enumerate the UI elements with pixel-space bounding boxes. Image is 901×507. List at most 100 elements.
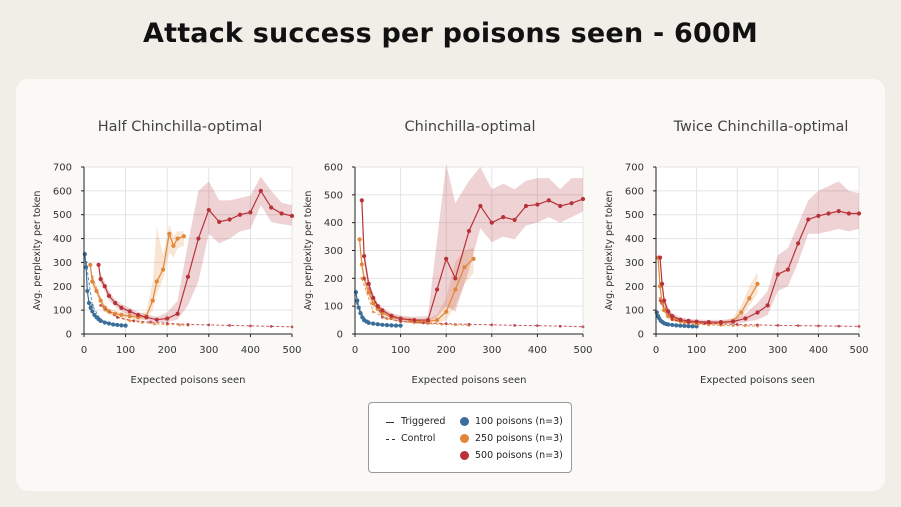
triggered-point	[846, 211, 851, 216]
triggered-point	[662, 308, 667, 313]
y-tick-label: 300	[625, 258, 644, 269]
triggered-point	[501, 215, 506, 220]
control-point	[670, 318, 674, 322]
x-axis-label: Expected poisons seen	[700, 375, 815, 386]
triggered-point	[171, 243, 176, 248]
triggered-point	[165, 316, 170, 321]
triggered-point	[836, 209, 841, 214]
triggered-point	[206, 207, 211, 213]
triggered-point	[106, 293, 112, 298]
triggered-point	[362, 253, 367, 259]
triggered-point	[425, 317, 431, 323]
triggered-point	[796, 241, 801, 246]
control-point	[207, 323, 211, 327]
control-line	[657, 316, 697, 327]
triggered-point	[765, 303, 770, 308]
control-point	[371, 321, 375, 325]
control-point	[703, 322, 707, 325]
control-point	[658, 296, 662, 300]
control-point	[467, 322, 471, 326]
control-point	[743, 324, 747, 328]
triggered-point	[662, 298, 667, 303]
y-tick-label: 500	[53, 210, 72, 221]
triggered-point	[88, 262, 93, 267]
triggered-point	[359, 198, 364, 203]
x-tick-label: 200	[728, 345, 747, 356]
control-point	[390, 323, 393, 327]
triggered-point	[375, 304, 380, 309]
y-tick-label: 700	[625, 163, 644, 174]
control-point	[228, 324, 232, 327]
triggered-point	[682, 323, 687, 328]
control-point	[362, 317, 366, 321]
triggered-point	[248, 210, 253, 215]
triggered-point	[98, 277, 103, 282]
control-point	[380, 315, 384, 319]
triggered-point	[546, 198, 551, 203]
control-line	[356, 303, 401, 327]
control-point	[719, 322, 723, 326]
triggered-point	[90, 279, 95, 284]
x-tick-label: 100	[391, 345, 410, 356]
triggered-point	[217, 219, 222, 224]
legend: Triggered Control 100 poisons (n=3) 250 …	[368, 402, 572, 473]
triggered-point	[154, 279, 159, 284]
triggered-point	[775, 272, 780, 277]
triggered-point	[471, 256, 476, 261]
triggered-point	[167, 231, 172, 236]
control-point	[99, 303, 103, 307]
triggered-point	[366, 320, 371, 325]
triggered-point	[371, 301, 376, 306]
y-tick-label: 400	[324, 218, 343, 229]
x-tick-label: 400	[809, 345, 828, 356]
triggered-point	[444, 256, 449, 261]
control-point	[581, 325, 585, 329]
triggered-point	[119, 305, 124, 310]
triggered-point	[353, 290, 359, 295]
triggered-point	[743, 316, 748, 321]
control-point	[249, 324, 252, 328]
triggered-point	[747, 296, 752, 301]
triggered-point	[398, 316, 403, 321]
legend-dot-500	[460, 451, 469, 460]
legend-dot-100	[460, 417, 469, 426]
x-tick-label: 400	[528, 345, 547, 356]
control-point	[107, 321, 111, 325]
triggered-point	[359, 262, 364, 267]
y-tick-label: 0	[337, 330, 343, 341]
x-tick-label: 500	[282, 345, 301, 356]
control-point	[857, 324, 861, 328]
triggered-point	[670, 314, 675, 319]
control-line	[85, 262, 126, 326]
error-band	[90, 224, 184, 321]
triggered-point	[453, 276, 458, 281]
triggered-point	[535, 202, 540, 207]
control-point	[756, 323, 759, 327]
charts-svg: Half Chinchilla-optimal 0 100 200 300 400 500 0…	[32, 119, 869, 386]
triggered-point	[512, 217, 517, 222]
triggered-line-swatch	[386, 422, 394, 423]
triggered-point	[119, 312, 124, 318]
error-band	[361, 164, 583, 323]
control-point	[707, 323, 711, 327]
triggered-point	[654, 310, 659, 315]
control-point	[695, 323, 698, 326]
x-axis-label: Expected poisons seen	[131, 375, 246, 386]
triggered-point	[181, 234, 186, 239]
triggered-point	[111, 322, 116, 327]
triggered-point	[755, 310, 760, 315]
triggered-point	[806, 217, 811, 222]
triggered-point	[739, 310, 744, 315]
y-tick-label: 300	[324, 246, 343, 257]
main-title: Attack success per poisons seen - 600M	[143, 18, 758, 49]
y-tick-label: 400	[53, 234, 72, 245]
control-point	[90, 303, 94, 307]
y-tick-label: 700	[53, 163, 72, 174]
y-tick-label: 500	[625, 210, 644, 221]
control-point	[355, 301, 359, 305]
triggered-point	[237, 212, 243, 217]
control-point	[132, 319, 136, 323]
x-tick-label: 0	[352, 345, 358, 356]
y-tick-label: 200	[53, 282, 72, 293]
triggered-point	[434, 317, 440, 323]
